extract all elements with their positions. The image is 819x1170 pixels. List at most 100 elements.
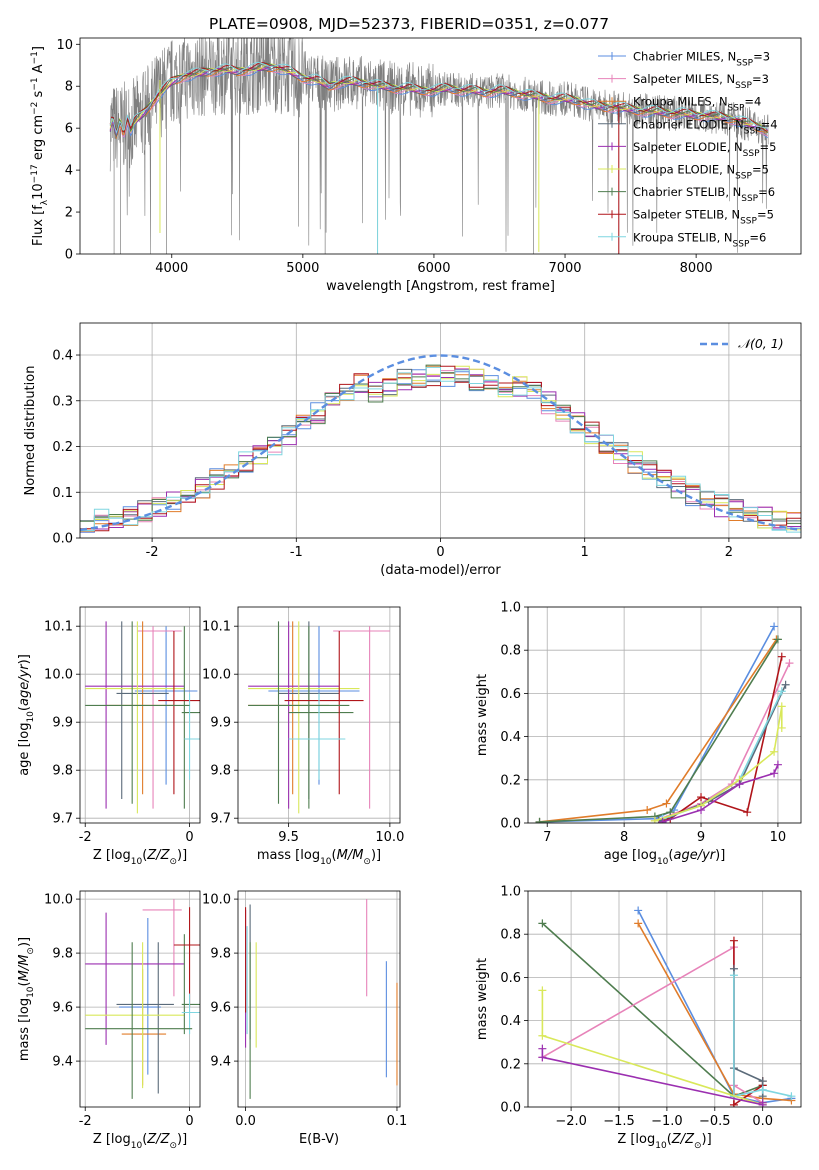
y-tick-label: 0.3 — [52, 394, 73, 409]
series-marker-kroupa_elodie — [650, 816, 659, 823]
legend-label-main: Salpeter MILES, N — [633, 72, 735, 86]
axes-frame — [237, 606, 401, 824]
series-line-salpeter_miles — [542, 945, 764, 1104]
series-marker-kroupa_stelib — [729, 971, 738, 980]
legend-label: Salpeter STELIB, NSSP=5 — [633, 208, 774, 227]
legend-label-sub: SSP — [743, 149, 760, 159]
histogram-kroupa_stelib — [80, 366, 801, 533]
y-tick-label: 0.4 — [500, 1014, 521, 1029]
plot-area — [538, 906, 796, 1107]
plot-area — [85, 621, 200, 814]
series-line-kroupa_miles — [637, 923, 792, 1102]
x-tick-label: 6000 — [417, 261, 450, 276]
model-spectrum-kroupa_elodie — [109, 63, 769, 133]
y-axis-label: age [log10(age/yr)] — [17, 654, 36, 776]
y-axis-label-part: mass [log — [17, 998, 32, 1061]
x-tick-label: −2.0 — [555, 1114, 587, 1129]
legend-label-tail: =3 — [753, 50, 770, 64]
plot-area — [109, 38, 769, 254]
x-axis-label-part: 10 — [655, 1141, 667, 1151]
x-tick-label: 9.5 — [278, 830, 299, 845]
plot-area — [80, 354, 801, 533]
y-tick-label: 2 — [65, 206, 73, 221]
y-axis-label-part: 10 — [26, 711, 36, 723]
legend-label: Kroupa ELODIE, NSSP=5 — [633, 163, 769, 182]
legend-label-tail: =5 — [760, 140, 777, 154]
y-axis-label-part: −17 — [30, 164, 40, 183]
y-axis-label-part: −1 — [30, 51, 40, 64]
y-axis-label-part: ⊙ — [26, 947, 36, 955]
y-tick-label: 0.6 — [500, 971, 521, 986]
x-axis-label: Z [log10(Z/Z⊙)] — [93, 848, 187, 867]
legend-label-main: Salpeter STELIB, N — [633, 208, 740, 222]
y-axis-label-part: mass weight — [475, 958, 490, 1040]
axes-frame — [527, 890, 802, 1108]
series-marker-salpeter_elodie — [773, 760, 782, 769]
y-tick-label: 9.6 — [52, 1001, 73, 1016]
y-tick-label: 9.6 — [210, 1001, 231, 1016]
series-line-salpeter_stelib — [733, 940, 764, 1107]
series-marker-kroupa_miles — [662, 799, 671, 808]
legend: Chabrier MILES, N SSP =3 Salpeter MILES, N S… — [598, 50, 778, 249]
x-tick-label: −1.5 — [603, 1114, 635, 1129]
x-axis-label-part: wavelength [Angstrom, rest frame] — [326, 279, 555, 294]
y-tick-label: 6 — [65, 122, 73, 137]
legend-label-tail: =4 — [744, 95, 761, 109]
chart-title: PLATE=0908, MJD=52373, FIBERID=0351, z=0… — [209, 15, 609, 33]
y-axis-label: mass weight — [475, 674, 490, 756]
x-axis-label-part: ( — [142, 1132, 147, 1147]
x-tick-label: -2 — [79, 830, 92, 845]
panel-6: 0.0 0.1 9.4 9.6 9.8 10.0 E(B-V) — [202, 890, 407, 1147]
series-marker-salpeter_stelib — [743, 808, 752, 817]
y-axis-label-part: −1 — [30, 77, 40, 90]
series-marker-salpeter_elodie — [758, 1098, 767, 1107]
y-tick-label: 9.7 — [210, 812, 231, 827]
legend-label-tail: =4 — [761, 117, 778, 131]
panel-2: -2 09.79.89.910.010.1Z [log10(Z/Z⊙)]age [… — [17, 606, 201, 867]
series-marker-salpeter_elodie — [658, 817, 667, 823]
series-marker-kroupa_miles — [643, 806, 652, 815]
y-tick-label: 0.4 — [500, 730, 521, 745]
y-tick-label: 9.4 — [210, 1055, 231, 1070]
x-axis-label: Z [log10(Z/Z⊙)] — [93, 1132, 187, 1151]
y-tick-label: 1.0 — [500, 601, 521, 616]
y-tick-label: 0.4 — [52, 349, 73, 364]
y-axis-label: Normed distribution — [23, 366, 38, 496]
series-marker-kroupa_stelib — [777, 687, 786, 696]
y-tick-label: 1.0 — [500, 885, 521, 900]
y-tick-label: 9.4 — [52, 1055, 73, 1070]
x-tick-label: 0 — [185, 1114, 193, 1129]
y-tick-label: 9.8 — [52, 947, 73, 962]
legend-label-main: Chabrier MILES, N — [633, 50, 736, 64]
legend-label-sub: SSP — [733, 239, 750, 249]
plot-area — [248, 621, 390, 814]
x-tick-label: −0.5 — [699, 1114, 731, 1129]
x-tick-label: 7000 — [548, 261, 581, 276]
legend-label-sub: SSP — [728, 104, 745, 114]
axes-frame — [79, 37, 802, 255]
y-axis-label-part: λ — [40, 199, 50, 205]
y-axis-label-part: mass weight — [475, 674, 490, 756]
axes-frame — [79, 606, 201, 824]
series-marker-kroupa_elodie — [777, 723, 786, 732]
y-axis-label-part: ] — [31, 46, 46, 51]
y-tick-label: 0.0 — [500, 1101, 521, 1116]
y-tick-label: 0.1 — [52, 486, 73, 501]
x-tick-label: -2 — [79, 1114, 92, 1129]
y-tick-label: 10.1 — [202, 620, 231, 635]
x-axis-label-part: ⊙ — [694, 1141, 702, 1151]
legend-label-tail: =6 — [758, 185, 775, 199]
y-axis-label-part: −2 — [30, 102, 40, 115]
x-tick-label: 8000 — [680, 261, 713, 276]
series-marker-chabrier_miles — [634, 906, 643, 915]
axes-frame — [79, 890, 201, 1108]
y-tick-label: 0.8 — [500, 928, 521, 943]
panel-3: 9.5 10.0 9.7 9.8 9.9 10.0 10.1 mass [log10(M/M⊙… — [202, 606, 404, 867]
series-marker-salpeter_stelib — [777, 652, 786, 661]
x-axis-label-part: E(B-V) — [299, 1132, 339, 1147]
x-axis-label-part: ⊙ — [169, 1141, 177, 1151]
legend-label-main: Kroupa STELIB, N — [633, 230, 733, 244]
x-tick-label: 7 — [543, 830, 551, 845]
x-axis-label-part: mass [log — [257, 848, 320, 863]
x-tick-label: -1 — [290, 545, 303, 560]
